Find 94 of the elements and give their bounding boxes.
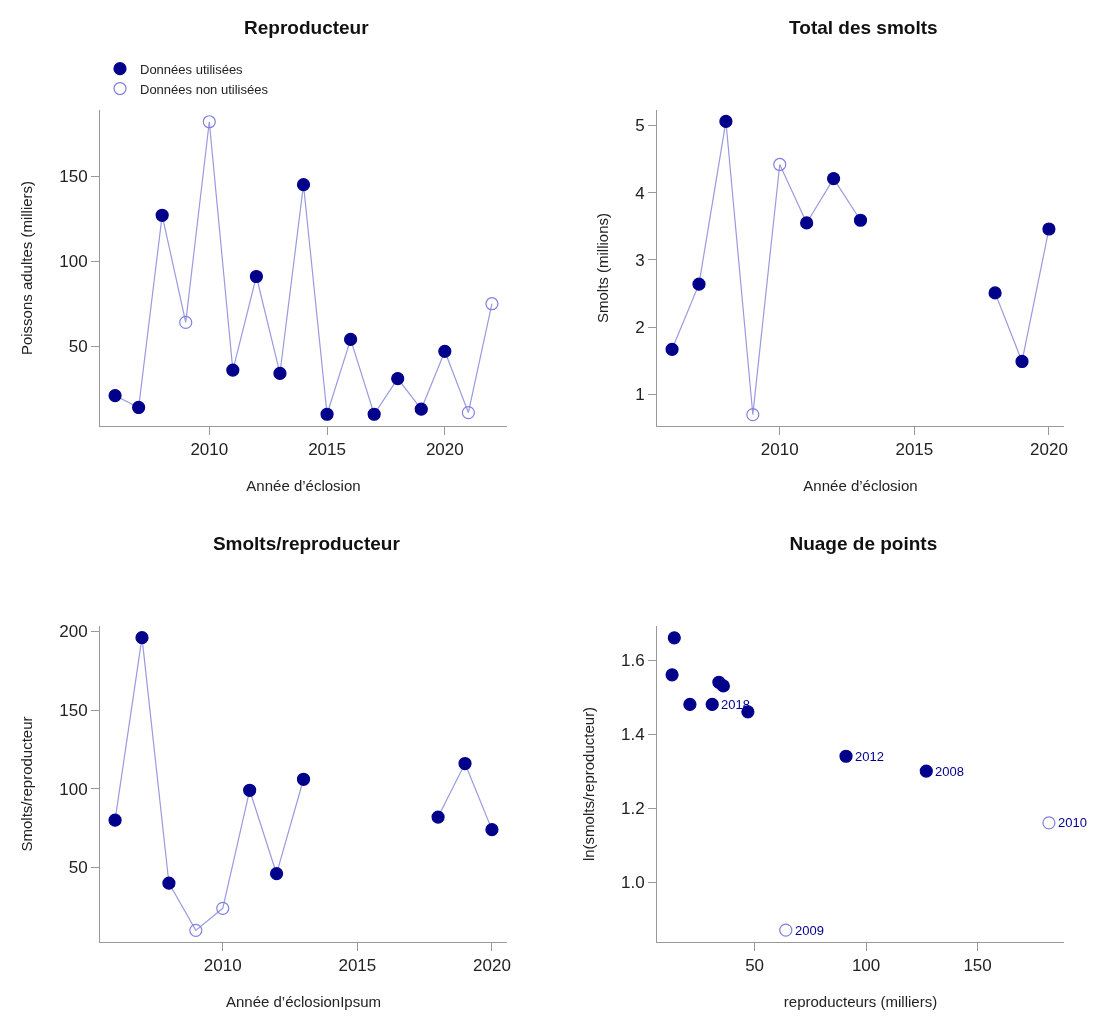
y-tick-label: 1.4 (620, 725, 645, 744)
y-tick-label: 50 (68, 858, 88, 878)
point (391, 371, 405, 386)
point (269, 867, 284, 881)
point (431, 810, 445, 824)
y-tick-label: 200 (59, 622, 88, 642)
point (485, 297, 499, 311)
chart-title: Smolts/reproducteur (212, 532, 401, 554)
point (296, 772, 311, 786)
point (273, 366, 287, 381)
point (779, 923, 793, 937)
y-tick-label: 100 (59, 252, 88, 272)
y-axis-title: Poissons adultes (milliers) (18, 180, 36, 356)
point (226, 363, 240, 377)
point (826, 171, 841, 186)
point (1042, 222, 1056, 236)
point (189, 923, 203, 937)
annotation: 2010 (1058, 815, 1087, 830)
x-tick-label: 2020 (473, 956, 511, 976)
point (296, 178, 311, 192)
point (202, 115, 216, 129)
point (243, 783, 257, 797)
point (155, 208, 169, 222)
point (919, 764, 933, 778)
point (800, 216, 814, 230)
x-axis-title: Année d’éclosion (803, 477, 918, 495)
y-axis-title: Smolts/reproducteur (18, 716, 36, 852)
point (692, 277, 706, 291)
point (179, 315, 193, 330)
point (108, 813, 122, 827)
point (719, 114, 733, 129)
x-tick-label: 2020 (425, 440, 464, 460)
x-tick-label: 100 (851, 956, 881, 976)
x-tick-label: 150 (963, 956, 992, 976)
point (458, 756, 472, 771)
y-tick-label: 1 (635, 385, 645, 405)
y-tick-label: 100 (59, 779, 88, 799)
y-tick-label: 1.0 (620, 873, 645, 893)
x-axis-title: reproducteurs (milliers) (783, 993, 938, 1011)
point (988, 286, 1002, 300)
y-tick-label: 150 (59, 167, 88, 187)
y-tick-label: 150 (59, 700, 88, 720)
annotation: 2008 (935, 764, 964, 779)
x-tick-label: 2010 (760, 440, 799, 460)
point (414, 402, 428, 416)
point (1042, 816, 1056, 830)
chart-title: Total des smolts (789, 16, 938, 38)
y-tick-label: 5 (635, 116, 645, 136)
annotation: 2009 (795, 923, 824, 938)
y-tick-label: 1.2 (620, 799, 645, 818)
x-tick-label: 2015 (895, 440, 934, 460)
point (773, 157, 787, 172)
annotation: 2012 (855, 749, 884, 764)
point (712, 675, 726, 689)
x-axis-title: Année d’éclosion (246, 477, 361, 495)
point (438, 344, 452, 358)
y-axis-title: Smolts (millions) (594, 212, 612, 324)
point (665, 342, 679, 356)
x-tick-label: 50 (745, 956, 765, 976)
point (1015, 354, 1029, 369)
x-axis-title: Année d’éclosionIpsum (225, 993, 382, 1011)
point (485, 823, 499, 837)
point (216, 901, 230, 915)
x-tick-label: 2010 (203, 956, 242, 976)
chart-title: Nuage de points (789, 532, 938, 554)
point (667, 631, 681, 645)
point (367, 407, 381, 421)
point (108, 388, 122, 403)
y-tick-label: 2 (635, 318, 645, 338)
legend-label: Données non utilisées (140, 81, 269, 97)
x-tick-label: 2020 (1030, 440, 1068, 460)
point (839, 749, 853, 763)
y-tick-label: 3 (635, 250, 645, 270)
point (132, 400, 146, 415)
point (461, 405, 475, 420)
point (853, 213, 868, 227)
point (344, 332, 358, 347)
point (135, 631, 149, 645)
point (162, 876, 176, 890)
point (320, 407, 334, 421)
y-tick-label: 4 (635, 183, 645, 203)
point (746, 407, 760, 422)
point (683, 697, 697, 712)
x-tick-label: 2015 (308, 440, 346, 460)
x-tick-label: 2015 (338, 956, 377, 976)
y-tick-label: 50 (68, 337, 88, 357)
point (705, 697, 719, 712)
x-tick-label: 2010 (190, 440, 229, 460)
y-axis-title: ln(smolts/reproducteur) (580, 706, 598, 862)
point (665, 668, 679, 682)
point (249, 269, 263, 284)
chart-title: Reproducteur (244, 16, 370, 38)
legend-label: Données utilisées (140, 61, 244, 77)
y-tick-label: 1.6 (620, 650, 645, 670)
